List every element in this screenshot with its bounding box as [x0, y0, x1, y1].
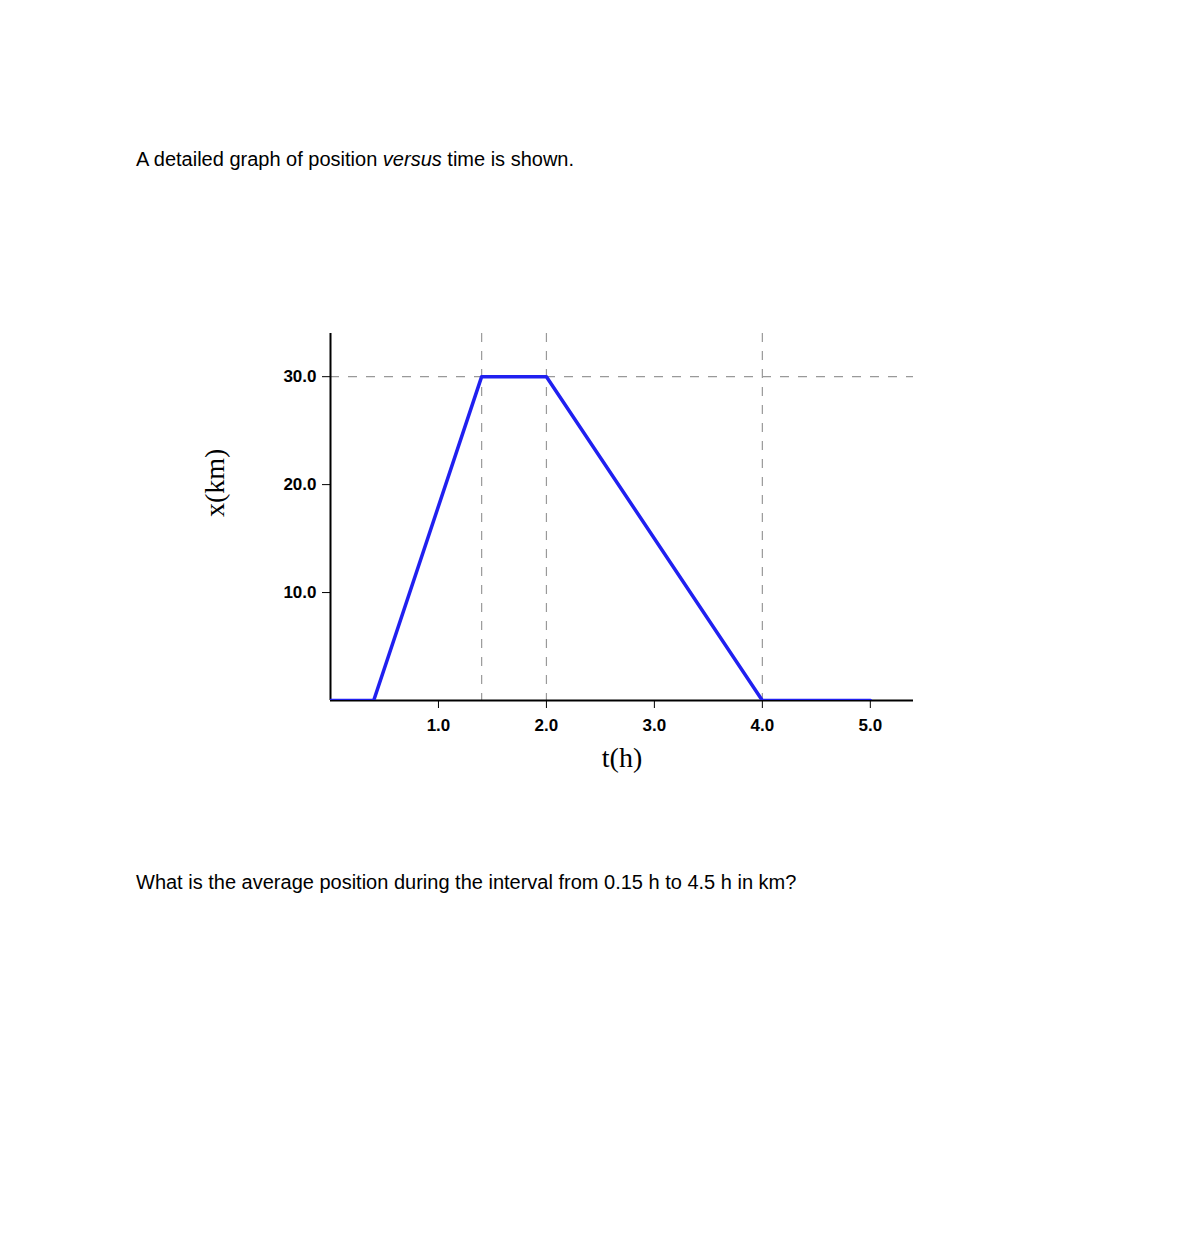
- svg-text:30.0: 30.0: [283, 367, 316, 386]
- svg-text:2.0: 2.0: [535, 716, 559, 735]
- svg-text:t(h): t(h): [602, 742, 642, 773]
- svg-text:1.0: 1.0: [427, 716, 451, 735]
- svg-text:3.0: 3.0: [643, 716, 667, 735]
- svg-text:x(km): x(km): [199, 449, 230, 517]
- svg-text:20.0: 20.0: [283, 475, 316, 494]
- html-text:What is the average position d: What is the average position during the …: [136, 871, 797, 893]
- svg-text:5.0: 5.0: [858, 716, 882, 735]
- svg-text:4.0: 4.0: [751, 716, 775, 735]
- html-text:A detailed graph of position v: A detailed graph of position versus time…: [136, 148, 574, 170]
- svg-text:10.0: 10.0: [283, 583, 316, 602]
